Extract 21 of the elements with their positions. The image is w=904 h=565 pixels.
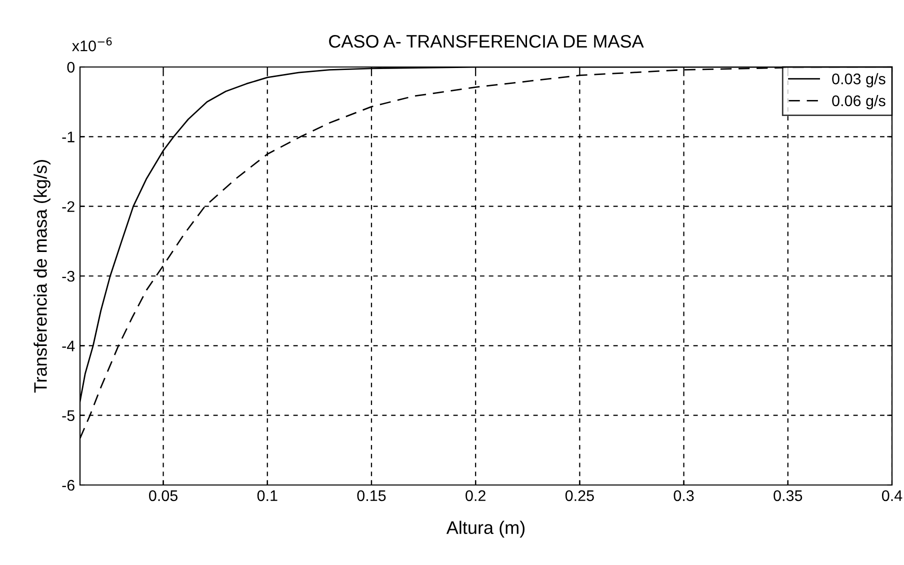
y-tick-label: -3 — [62, 270, 74, 282]
y-tick-label: -6 — [62, 480, 74, 491]
x-tick-label: 0.4 — [882, 490, 902, 502]
y-tick-label: -5 — [62, 410, 74, 422]
legend-label: 0.06 g/s — [832, 94, 886, 110]
x-axis-title: Altura (m) — [446, 520, 525, 538]
x-tick-label: 0.35 — [774, 490, 802, 502]
x-tick-label: 0.05 — [149, 490, 178, 502]
x-tick-label: 0.3 — [674, 490, 694, 502]
y-tick-label: 0 — [67, 62, 75, 73]
x-tick-label: 0.15 — [357, 490, 386, 502]
x-tick-label: 0.2 — [466, 490, 486, 502]
y-tick-label: -1 — [62, 132, 74, 142]
x-tick-label: 0.1 — [257, 490, 278, 502]
chart-title: CASO A- TRANSFERENCIA DE MASA — [329, 34, 644, 48]
legend-label: 0.03 g/s — [832, 73, 886, 88]
y-axis-title: Transferencia de masa (kg/s) — [34, 160, 50, 393]
y-tick-label: -4 — [62, 340, 75, 352]
text: x10$^{−6}$ — [72, 37, 112, 52]
x-tick-label: 0.25 — [565, 490, 594, 502]
y-tick-label: -2 — [62, 201, 74, 212]
